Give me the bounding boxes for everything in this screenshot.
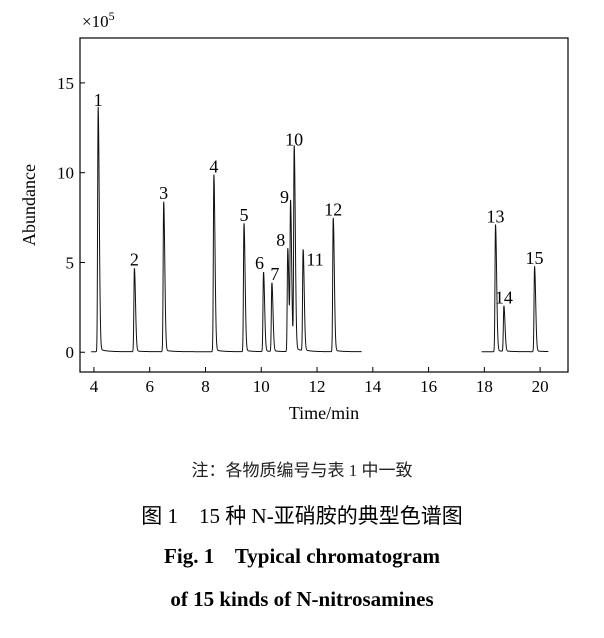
x-tick-label: 8 [201, 377, 210, 396]
x-tick-label: 18 [476, 377, 493, 396]
peak-label: 11 [306, 250, 323, 270]
x-tick-label: 6 [145, 377, 154, 396]
figure-caption-english-line1: Fig. 1 Typical chromatogram [164, 544, 440, 568]
peak-label: 14 [495, 287, 513, 307]
peak-label: 5 [239, 205, 248, 225]
peak-label: 2 [130, 250, 139, 270]
peak-label: 9 [280, 187, 289, 207]
peak-label: 6 [255, 253, 264, 273]
figure-caption-english-line2: of 15 kinds of N-nitrosamines [170, 587, 434, 611]
peak-label: 4 [209, 156, 218, 176]
plot-frame [79, 37, 569, 373]
peak-label: 10 [285, 129, 303, 149]
figure-note: 注：各物质编号与表 1 中一致 [191, 461, 413, 480]
y-tick-label: 10 [57, 164, 74, 183]
y-tick-label: 0 [66, 343, 75, 362]
y-axis-label: Abundance [19, 164, 39, 246]
peak-label: 8 [276, 230, 285, 250]
peak-label: 13 [486, 207, 504, 227]
chromatogram-trace [91, 106, 362, 353]
peak-label: 1 [94, 90, 103, 110]
peak-label: 15 [526, 248, 544, 268]
chromatogram-trace [481, 224, 549, 353]
y-tick-label: 15 [57, 74, 74, 93]
peak-label: 12 [324, 199, 342, 219]
x-tick-label: 12 [309, 377, 326, 396]
peak-label: 3 [159, 183, 168, 203]
x-tick-label: 14 [364, 377, 382, 396]
y-tick-label: 5 [66, 253, 75, 272]
x-tick-label: 4 [90, 377, 99, 396]
peak-label: 7 [270, 264, 279, 284]
y-multiplier: ×105 [82, 9, 115, 31]
x-axis-label: Time/min [289, 403, 359, 423]
x-tick-label: 16 [420, 377, 437, 396]
figure-caption-chinese: 图 1 15 种 N-亚硝胺的典型色谱图 [141, 504, 463, 528]
x-tick-label: 20 [532, 377, 549, 396]
x-tick-label: 10 [253, 377, 270, 396]
